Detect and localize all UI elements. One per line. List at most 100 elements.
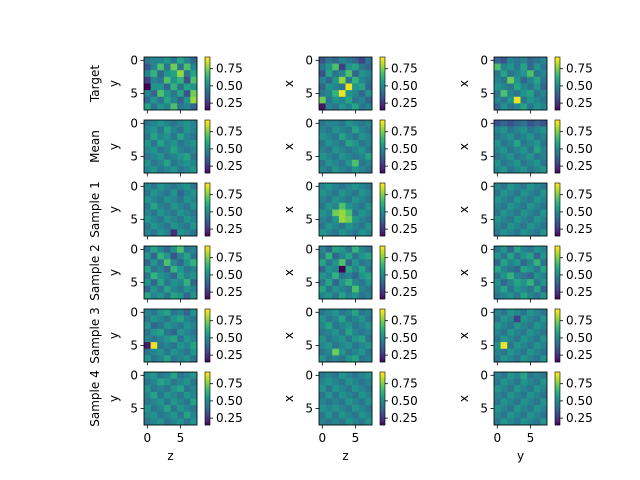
colorbar-segment xyxy=(205,196,210,199)
heatmap-cell xyxy=(150,391,158,399)
heatmap-cell xyxy=(163,411,171,419)
heatmap-cell xyxy=(513,246,521,253)
heatmap-cell xyxy=(338,126,346,134)
heatmap-cell xyxy=(352,96,360,104)
heatmap-cell xyxy=(157,246,165,253)
y-axis-label: y xyxy=(107,80,121,87)
colorbar-segment xyxy=(380,170,385,174)
heatmap-panel-r0-c1 xyxy=(315,56,388,114)
colorbar-segment xyxy=(380,294,385,298)
y-tick-label: 0 xyxy=(305,53,313,67)
colorbar-segment xyxy=(555,231,560,235)
heatmap-cell xyxy=(183,391,191,399)
colorbar-segment xyxy=(205,83,210,87)
heatmap-cell xyxy=(507,405,515,413)
heatmap-cell xyxy=(144,285,151,293)
heatmap-cell xyxy=(507,63,515,71)
y-tick-label: 5 xyxy=(480,275,488,289)
colorbar-tick-label: 0.50 xyxy=(566,268,593,282)
heatmap-cell xyxy=(319,70,326,78)
colorbar-segment xyxy=(380,313,385,316)
heatmap-cell xyxy=(177,328,185,336)
x-tick-label: 0 xyxy=(318,431,326,445)
heatmap-cell xyxy=(520,405,528,413)
colorbar-segment xyxy=(380,372,385,375)
heatmap-cell xyxy=(500,405,508,413)
heatmap-cell xyxy=(365,133,373,141)
colorbar-segment xyxy=(555,68,560,71)
heatmap-cell xyxy=(507,342,515,350)
colorbar-segment xyxy=(205,402,210,406)
colorbar-segment xyxy=(380,394,385,397)
heatmap-cell xyxy=(352,372,360,379)
heatmap-cell xyxy=(500,96,508,104)
colorbar-segment xyxy=(555,205,560,208)
heatmap-cell xyxy=(527,246,535,253)
colorbar-segment xyxy=(205,161,210,165)
heatmap-cell xyxy=(177,418,185,426)
colorbar-segment xyxy=(555,81,560,84)
heatmap-cell xyxy=(533,209,541,217)
heatmap-cell xyxy=(319,378,326,386)
heatmap-cell xyxy=(163,153,171,161)
heatmap-cell xyxy=(190,259,198,267)
colorbar-segment xyxy=(555,405,560,408)
heatmap-cell xyxy=(144,378,151,386)
heatmap-cell xyxy=(494,279,501,287)
heatmap-cell xyxy=(513,189,521,197)
colorbar-segment xyxy=(380,79,385,82)
heatmap-cell xyxy=(345,133,353,141)
heatmap-cell xyxy=(170,418,178,426)
heatmap-cell xyxy=(520,259,528,267)
heatmap-cell xyxy=(144,146,151,154)
heatmap-cell xyxy=(170,139,178,147)
heatmap-cell xyxy=(183,285,191,293)
colorbar-frame xyxy=(379,56,386,111)
colorbar-segment xyxy=(380,333,385,336)
heatmap-panel-r5-c0 xyxy=(140,371,213,429)
colorbar-segment xyxy=(555,402,560,406)
heatmap-cell xyxy=(513,342,521,350)
colorbar-segment xyxy=(380,281,385,284)
heatmap-cell xyxy=(540,405,548,413)
heatmap-cell xyxy=(540,355,548,363)
heatmap-cell xyxy=(177,202,185,210)
colorbar-segment xyxy=(205,183,210,186)
colorbar-segment xyxy=(555,107,560,111)
heatmap-cell xyxy=(527,76,535,84)
heatmap-cell xyxy=(163,322,171,330)
heatmap-cell xyxy=(325,166,333,174)
heatmap-cell xyxy=(358,378,366,386)
colorbar-segment xyxy=(555,105,560,109)
heatmap-cell xyxy=(365,76,373,84)
colorbar-tick-label: 0.75 xyxy=(216,251,243,265)
colorbar-tick-label: 0.50 xyxy=(216,394,243,408)
colorbar-segment xyxy=(380,209,385,213)
heatmap-cell xyxy=(345,259,353,267)
heatmap-cell xyxy=(358,189,366,197)
heatmap-cell xyxy=(494,391,501,399)
heatmap-cell xyxy=(157,139,165,147)
heatmap-cell xyxy=(183,292,191,300)
heatmap-cell xyxy=(527,398,535,406)
heatmap-cell xyxy=(352,202,360,210)
heatmap-cell xyxy=(338,398,346,406)
row-label: Sample 1 xyxy=(88,181,102,237)
heatmap-cell xyxy=(500,315,508,323)
colorbar-segment xyxy=(380,359,385,363)
heatmap-cell xyxy=(190,183,198,190)
heatmap-cell xyxy=(527,335,535,343)
heatmap-cell xyxy=(150,76,158,84)
colorbar-segment xyxy=(205,209,210,213)
heatmap-panel-r4-c0 xyxy=(140,308,213,366)
colorbar-tick-label: 0.50 xyxy=(391,142,418,156)
heatmap-cell xyxy=(319,153,326,161)
colorbar-segment xyxy=(380,142,385,145)
colorbar-segment xyxy=(205,59,210,62)
heatmap-cell xyxy=(170,120,178,127)
colorbar-tick-label: 0.25 xyxy=(216,96,243,110)
heatmap-cell xyxy=(513,166,521,174)
heatmap-cell xyxy=(494,103,501,111)
heatmap-cell xyxy=(319,398,326,406)
heatmap-cell xyxy=(500,411,508,419)
